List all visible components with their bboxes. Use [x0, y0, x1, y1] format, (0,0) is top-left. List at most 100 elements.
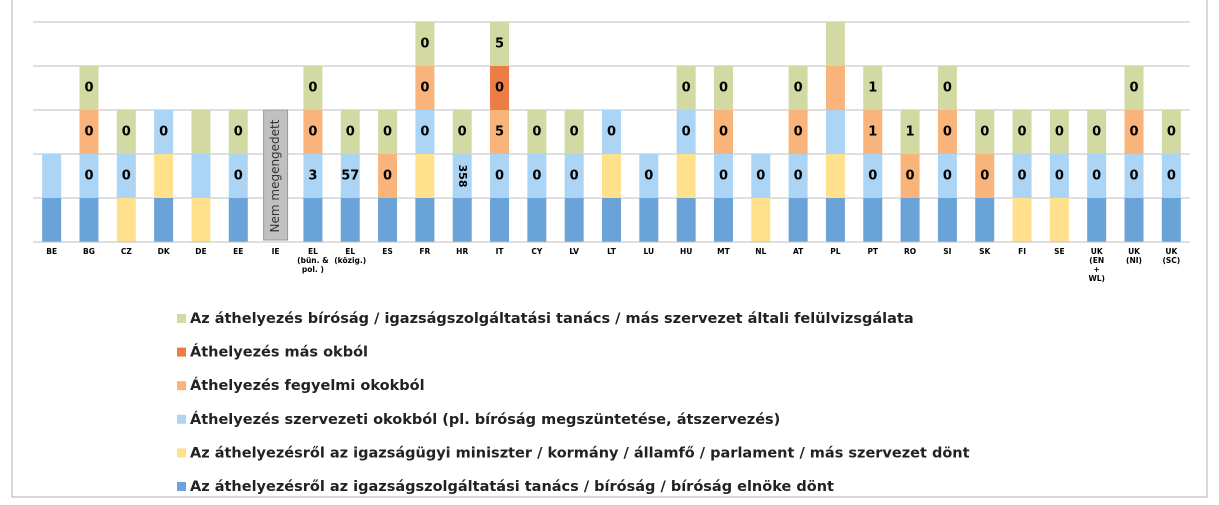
bar-segment	[676, 66, 696, 110]
x-tick-label: PL	[830, 247, 841, 256]
data-label: 0	[719, 125, 728, 140]
bar-segment	[79, 198, 99, 242]
x-tick-label: RO	[904, 247, 917, 256]
data-label: 0	[159, 125, 168, 140]
annotation-box	[263, 109, 289, 241]
bar-segment	[527, 198, 547, 242]
data-label: 0	[458, 125, 467, 140]
bar-segment	[975, 198, 995, 242]
bar-segment	[1124, 110, 1144, 154]
data-label: 0	[1167, 125, 1176, 140]
bar-segment	[527, 154, 547, 198]
data-label: 0	[308, 81, 317, 96]
x-tick-label: ES	[382, 247, 393, 256]
data-label: 0	[794, 125, 803, 140]
bar-segment	[937, 110, 957, 154]
data-label: 0	[570, 169, 579, 184]
bar-segment	[1087, 110, 1107, 154]
data-label: 0	[122, 169, 131, 184]
bar-segment	[564, 110, 584, 154]
bar-segment	[340, 110, 360, 154]
x-tick-label: EE	[233, 247, 244, 256]
data-label: 0	[1018, 125, 1027, 140]
data-label: 0	[943, 125, 952, 140]
bar-segment	[863, 154, 883, 198]
data-label: 0	[495, 81, 504, 96]
bar-segment	[863, 198, 883, 242]
data-label: 0	[1092, 169, 1101, 184]
legend-swatch	[177, 414, 186, 424]
x-tick-label: FI	[1018, 247, 1026, 256]
bar-segment	[751, 154, 771, 198]
x-tick-label: EL (bün. & pol. )	[297, 247, 329, 274]
bar-segment	[602, 198, 621, 242]
x-tick-label: SK	[979, 247, 991, 256]
x-tick-label: BE	[46, 247, 58, 256]
bar-segment	[1087, 154, 1107, 198]
x-tick-label: NL	[755, 247, 767, 256]
bar-segment	[378, 154, 398, 198]
data-label: 0	[1092, 125, 1101, 140]
x-tick-label: PT	[867, 247, 879, 256]
bar-segment	[639, 198, 659, 242]
bar-segment	[154, 154, 174, 198]
bar-segment	[228, 154, 248, 198]
data-label: 0	[1129, 81, 1138, 96]
bar-segment	[154, 110, 174, 154]
bar-segment	[863, 66, 883, 110]
bar-segment	[713, 110, 733, 154]
data-label: 0	[644, 169, 653, 184]
bar-segment	[378, 198, 398, 242]
legend-label: Áthelyezés más okból	[190, 344, 368, 361]
data-label: 0	[570, 125, 579, 140]
data-label: 0	[383, 125, 392, 140]
bar-segment	[713, 66, 733, 110]
bar-segment	[1161, 154, 1181, 198]
data-label: 0	[1129, 125, 1138, 140]
bar-segment	[79, 66, 99, 110]
bar-segment	[602, 110, 621, 154]
bar-segment	[825, 110, 845, 154]
bar-segment	[863, 110, 883, 154]
bar-segment	[1049, 198, 1069, 242]
data-label: 0	[122, 125, 131, 140]
bar-segment	[975, 154, 995, 198]
data-label: 5	[495, 125, 504, 140]
legend-label: Az áthelyezés bíróság / igazságszolgálta…	[190, 311, 914, 327]
bar-segment	[1124, 154, 1144, 198]
x-tick-label: EL (közig.)	[334, 247, 367, 265]
data-label: 0	[794, 169, 803, 184]
bar-segment	[975, 110, 995, 154]
bar-segment	[937, 198, 957, 242]
data-label: 0	[682, 81, 691, 96]
data-label: 0	[420, 125, 429, 140]
data-label: 0	[980, 125, 989, 140]
bar-segment	[751, 198, 771, 242]
bar-segment	[490, 22, 510, 66]
bar-segment	[676, 198, 696, 242]
legend-swatch	[177, 381, 186, 391]
bar-segment	[900, 198, 920, 242]
bar-segment	[1012, 198, 1032, 242]
bar-segment	[116, 154, 136, 198]
data-label: 0	[719, 81, 728, 96]
bar-segment	[1012, 110, 1032, 154]
x-tick-label: UK (SC)	[1162, 247, 1181, 265]
bar-segment	[490, 154, 510, 198]
data-label: 0	[84, 169, 93, 184]
x-tick-label: LT	[607, 247, 616, 256]
data-label: 0	[607, 125, 616, 140]
data-label: 5	[495, 37, 504, 52]
bar-segment	[415, 198, 435, 242]
data-label: 0	[906, 169, 915, 184]
x-tick-label: UK (EN + WL)	[1088, 247, 1105, 283]
bar-segment	[340, 198, 360, 242]
bar-segment	[1012, 154, 1032, 198]
legend-swatch	[177, 448, 186, 458]
bar-segment	[415, 154, 435, 198]
x-tick-label: FR	[419, 247, 431, 256]
data-label: 0	[383, 169, 392, 184]
bar-segment	[191, 198, 211, 242]
data-label: 0	[868, 169, 877, 184]
